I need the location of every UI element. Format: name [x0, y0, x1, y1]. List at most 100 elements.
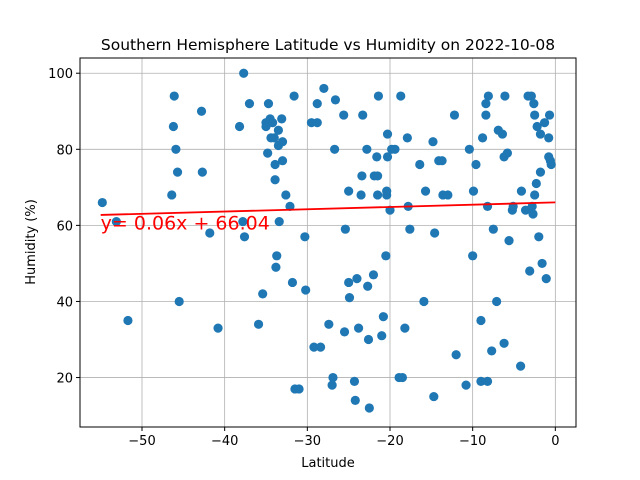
data-point — [535, 129, 546, 139]
data-point — [537, 258, 547, 269]
data-point — [428, 137, 438, 147]
data-points — [97, 68, 556, 413]
data-point — [353, 323, 364, 333]
data-point — [443, 190, 453, 200]
data-point — [381, 251, 391, 261]
data-point — [174, 296, 184, 307]
data-point — [263, 99, 274, 109]
data-point — [274, 216, 284, 227]
data-point — [430, 228, 440, 238]
regression-line — [100, 201, 556, 216]
data-point — [324, 319, 334, 329]
data-point — [300, 232, 310, 242]
data-point — [268, 118, 278, 128]
data-point — [373, 190, 383, 200]
data-point — [312, 118, 322, 128]
regression-equation: y= 0.06x + 66.04 — [101, 212, 270, 234]
data-point — [239, 68, 249, 78]
data-point — [319, 83, 329, 94]
axes — [79, 57, 577, 428]
data-point — [339, 110, 349, 120]
data-point — [449, 110, 460, 120]
data-point — [238, 216, 248, 227]
data-point — [111, 216, 121, 227]
data-point — [362, 144, 372, 154]
data-point — [205, 228, 215, 238]
data-point — [244, 99, 255, 109]
data-point — [544, 110, 555, 120]
data-point — [363, 281, 373, 291]
data-point — [390, 144, 400, 154]
data-point — [476, 315, 486, 326]
data-point — [419, 296, 429, 307]
x-tick-label: −10 — [459, 434, 486, 449]
data-point — [373, 171, 383, 181]
y-tick-label: 100 — [48, 67, 73, 82]
x-axis-label: Latitude — [301, 456, 355, 471]
y-tick-label: 60 — [56, 219, 73, 234]
data-point — [529, 99, 539, 109]
data-point — [197, 167, 207, 177]
y-axis-label: Humidity (%) — [24, 199, 39, 285]
chart-title: Southern Hemisphere Latitude vs Humidity… — [101, 36, 555, 54]
data-point — [483, 91, 493, 101]
data-point — [528, 209, 538, 219]
data-point — [532, 121, 542, 132]
data-point — [502, 148, 512, 158]
data-point — [382, 186, 392, 196]
data-point — [315, 342, 326, 352]
data-point — [253, 319, 264, 329]
data-point — [358, 110, 368, 120]
data-point — [373, 91, 384, 101]
data-point — [488, 224, 498, 234]
data-point — [364, 403, 374, 413]
data-point — [213, 323, 223, 333]
data-point — [330, 144, 340, 154]
data-point — [461, 380, 471, 390]
data-point — [400, 323, 410, 333]
data-point — [350, 395, 360, 405]
data-point — [535, 167, 546, 177]
x-tick-label: −50 — [128, 434, 155, 449]
data-point — [172, 167, 183, 177]
x-tick-label: −40 — [211, 434, 238, 449]
data-point — [477, 133, 488, 143]
data-point — [451, 350, 461, 360]
y-tick-label: 80 — [56, 143, 73, 158]
data-point — [277, 137, 288, 147]
data-point — [196, 106, 207, 116]
data-point — [487, 346, 497, 356]
data-point — [525, 266, 535, 276]
data-point — [285, 201, 295, 211]
data-point — [378, 312, 388, 322]
data-point — [530, 190, 540, 200]
data-point — [168, 121, 179, 132]
data-point — [270, 159, 280, 170]
data-point — [263, 148, 273, 158]
data-point — [271, 262, 281, 272]
data-point — [277, 156, 288, 166]
data-point — [340, 224, 350, 234]
data-point — [171, 144, 181, 154]
data-point — [344, 293, 355, 303]
data-point — [531, 178, 541, 189]
data-point — [349, 376, 360, 386]
data-point — [344, 277, 354, 288]
data-point — [287, 277, 298, 288]
y-tick-label: 40 — [56, 295, 73, 310]
data-point — [357, 171, 367, 181]
y-tick-label: 20 — [56, 372, 73, 387]
data-point — [429, 391, 439, 402]
data-point — [167, 190, 177, 200]
regression-line-segment — [100, 201, 556, 216]
data-point — [437, 156, 447, 166]
data-point — [363, 334, 374, 345]
data-point — [500, 91, 510, 101]
data-point — [270, 175, 280, 185]
data-point — [356, 190, 366, 200]
data-point — [415, 159, 425, 170]
data-point — [476, 376, 486, 386]
data-point — [482, 376, 493, 386]
data-point — [539, 118, 550, 128]
data-point — [397, 372, 407, 383]
